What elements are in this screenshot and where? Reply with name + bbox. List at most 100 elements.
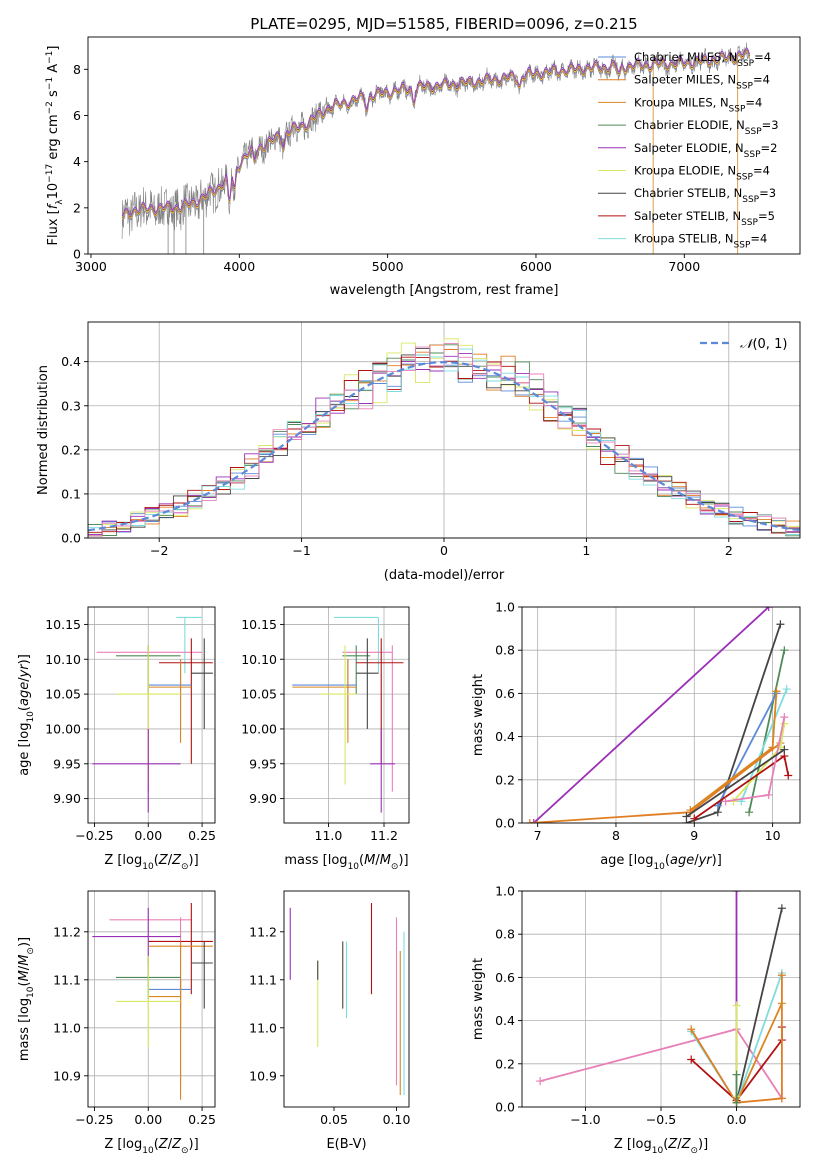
plus-marker: [721, 797, 730, 806]
x-tick-label: 11.2: [370, 828, 398, 843]
x-tick-label: 8: [612, 828, 620, 843]
x-axis-label: (data-model)/error: [384, 568, 505, 583]
y-axis-label: Flux [fλ10−17 erg cm−2 s−1 A−1]: [45, 46, 65, 246]
axes-frame: [521, 606, 801, 824]
mass-weight-line: [735, 1002, 783, 1104]
legend-label: Chabrier MILES, NSSP=4: [634, 50, 771, 69]
x-axis-label: E(B-V): [326, 1137, 366, 1152]
y-tick-label: 0: [73, 247, 81, 262]
x-tick-label: 0.25: [188, 828, 216, 843]
axes-frame: [87, 36, 801, 255]
y-tick-label: 0.3: [61, 398, 81, 413]
y-tick-label: 10.9: [249, 1068, 277, 1083]
y-tick-label: 0.6: [495, 970, 515, 985]
mass-weight-line: [533, 607, 770, 823]
x-tick-label: 0.00: [134, 1112, 162, 1127]
x-axis-label: Z [log10(Z/Z⊙)]: [614, 1137, 708, 1156]
y-axis-label: mass [log10(M/M⊙)]: [17, 937, 36, 1061]
y-tick-label: 11.1: [53, 972, 81, 987]
plus-marker: [745, 808, 754, 817]
plus-marker: [777, 971, 786, 980]
mass-weight-vs-age-panel: 7 8 9 10 0.0 0.2 0.4 0.6 0.8 1.0 age [log10(age/yr…: [471, 600, 801, 872]
x-tick-label: −2: [150, 543, 168, 558]
chart-title: PLATE=0295, MJD=51585, FIBERID=0096, z=0…: [250, 15, 637, 33]
y-tick-label: 8: [73, 62, 81, 77]
y-axis-label: Normed distribution: [36, 365, 51, 495]
x-tick-label: 9: [690, 828, 698, 843]
x-tick-label: 0: [440, 543, 448, 558]
plus-marker: [780, 646, 789, 655]
plus-marker: [764, 607, 773, 611]
age-vs-mass-panel: 11.0 11.2 9.90 9.95 10.00 10.05 10.10 10.15 mass…: [241, 606, 410, 872]
y-tick-label: 10.05: [45, 687, 81, 702]
mass-vs-Z-panel: −0.25 0.00 0.25 10.9 11.0 11.1 11.2 Z [log10(Z/…: [17, 890, 216, 1156]
y-axis-label: age [log10(age/yr)]: [17, 654, 36, 776]
y-tick-label: 1.0: [495, 600, 515, 615]
legend-label: Salpeter ELODIE, NSSP=2: [634, 141, 777, 160]
x-axis-label: wavelength [Angstrom, rest frame]: [330, 283, 559, 298]
x-tick-label: 0.25: [188, 1112, 216, 1127]
x-tick-label: −0.5: [646, 1112, 676, 1127]
x-tick-label: 0.0: [727, 1112, 747, 1127]
plus-marker: [687, 1055, 696, 1064]
x-axis-label: Z [log10(Z/Z⊙)]: [104, 853, 198, 872]
y-tick-label: 0.0: [495, 816, 515, 831]
plus-marker: [776, 620, 785, 629]
x-tick-label: 3000: [75, 259, 107, 274]
x-tick-label: −0.25: [75, 1112, 113, 1127]
y-axis-label: mass weight: [471, 674, 486, 756]
legend-label: Salpeter MILES, NSSP=4: [634, 73, 770, 92]
axes-frame: [87, 890, 216, 1108]
x-tick-label: 6000: [520, 259, 552, 274]
y-tick-label: 11.2: [53, 924, 81, 939]
legend-label: Kroupa MILES, NSSP=4: [634, 95, 762, 114]
mass-weight-line: [735, 908, 783, 1103]
y-tick-label: 11.1: [249, 972, 277, 987]
axes-frame: [283, 606, 410, 824]
y-tick-label: 1.0: [495, 884, 515, 899]
legend-label: Salpeter STELIB, NSSP=5: [634, 209, 775, 228]
axes-frame: [87, 606, 216, 824]
plus-marker: [732, 1098, 741, 1107]
x-tick-label: −1: [292, 543, 310, 558]
y-tick-label: 0.2: [61, 442, 81, 457]
spectrum-plot: [121, 42, 750, 254]
y-tick-label: 9.95: [249, 756, 277, 771]
mass-weight-line: [685, 748, 785, 818]
y-tick-label: 10.15: [241, 617, 277, 632]
legend-label: 𝒩(0, 1): [740, 337, 787, 352]
histogram-step-line: [88, 343, 800, 537]
y-tick-label: 0.2: [495, 1056, 515, 1071]
x-tick-label: 2: [725, 543, 733, 558]
observed-spectrum-line: [121, 42, 750, 240]
plus-marker: [784, 771, 793, 780]
x-tick-label: 0.05: [320, 1112, 348, 1127]
x-axis-label: mass [log10(M/M⊙)]: [284, 853, 408, 872]
legend-label: Kroupa STELIB, NSSP=4: [634, 232, 767, 251]
y-tick-label: 9.90: [53, 791, 81, 806]
age-vs-Z-panel: −0.25 0.00 0.25 9.90 9.95 10.00 10.05 10.10 10.1…: [17, 606, 216, 872]
normal-distribution-line: [88, 360, 800, 532]
plus-marker: [777, 904, 786, 913]
y-tick-label: 0.2: [495, 772, 515, 787]
x-tick-label: 5000: [372, 259, 404, 274]
spectrum-panel: 3000 4000 5000 6000 7000 0 2 4 6 8 PLATE=0295, MJD…: [45, 15, 801, 298]
plus-marker: [690, 814, 699, 823]
y-tick-label: 9.90: [249, 791, 277, 806]
y-tick-label: 10.10: [45, 652, 81, 667]
x-tick-label: −0.25: [75, 828, 113, 843]
y-tick-label: 2: [73, 200, 81, 215]
x-tick-label: 0.10: [383, 1112, 411, 1127]
plus-marker: [687, 1025, 696, 1034]
y-tick-label: 4: [73, 154, 81, 169]
x-axis-label: Z [log10(Z/Z⊙)]: [104, 1137, 198, 1156]
series-plot: [536, 891, 786, 1107]
y-tick-label: 11.0: [53, 1020, 81, 1035]
y-tick-label: 0.0: [61, 531, 81, 546]
y-tick-label: 11.2: [249, 924, 277, 939]
y-tick-label: 0.8: [495, 643, 515, 658]
plus-marker: [782, 685, 791, 694]
mass-weight-vs-Z-panel: −1.0 −0.5 0.0 0.0 0.2 0.4 0.6 0.8 1.0 Z [log10(Z/…: [471, 884, 801, 1156]
x-tick-label: 0.00: [134, 828, 162, 843]
